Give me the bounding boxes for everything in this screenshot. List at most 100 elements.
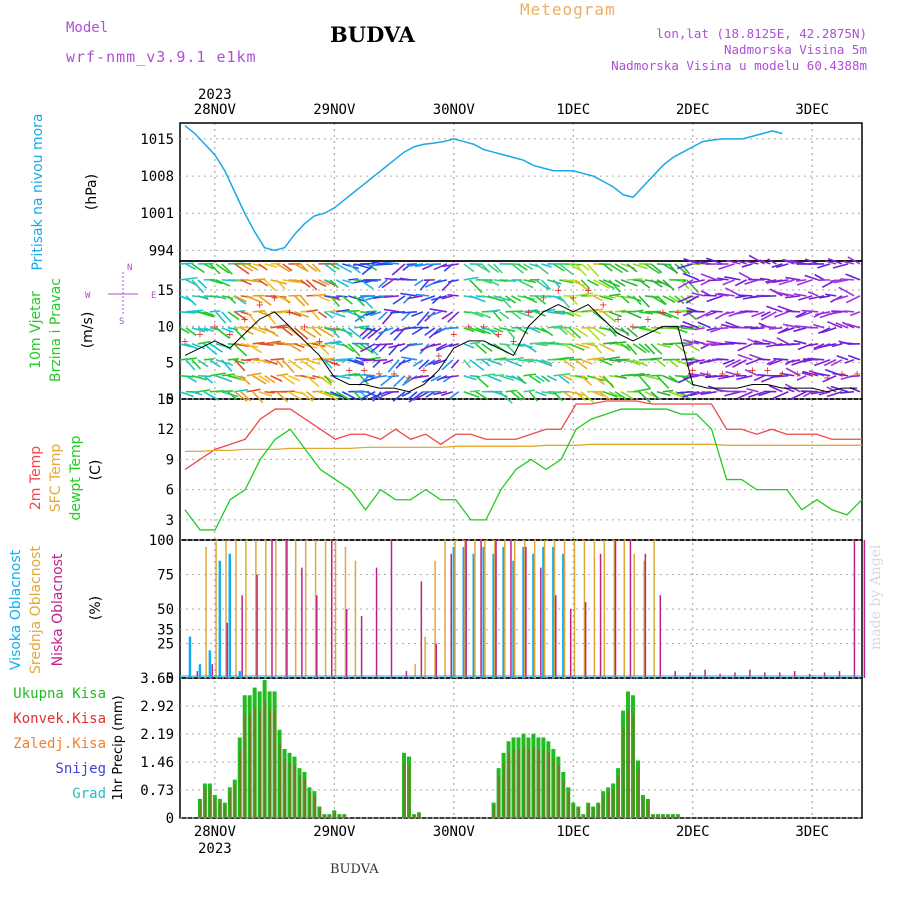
wind-barb: [681, 343, 693, 348]
wind-barb: [603, 295, 616, 299]
gust-marker: +: [226, 329, 234, 340]
wind-barb: [768, 327, 783, 330]
wind-barb: [197, 389, 211, 393]
wind-barb: [353, 343, 364, 350]
wind-barb: [511, 263, 524, 274]
wind-barb: [317, 375, 333, 386]
wind-barb: [724, 275, 741, 281]
wind-barb: [382, 359, 394, 365]
gust-marker: +: [718, 369, 726, 380]
wind-barb: [499, 391, 513, 404]
wind-barb: [358, 375, 370, 386]
wind-barb: [638, 295, 650, 308]
wind-barb: [738, 271, 753, 281]
wind-barb: [682, 320, 700, 329]
wind-barb: [817, 327, 831, 335]
wind-barb: [197, 359, 209, 368]
wind-barb: [209, 263, 221, 275]
wind-barb: [598, 295, 614, 301]
wind-barb: [725, 287, 741, 297]
precip-bar-convective: [647, 801, 650, 818]
wind-barb: [306, 326, 323, 329]
wind-barb: [234, 311, 247, 321]
wind-barb: [441, 311, 454, 320]
precip-bar-convective: [303, 778, 306, 818]
pressure-unit: (hPa): [84, 174, 100, 210]
wind-barb: [493, 327, 504, 333]
wind-barb: [761, 295, 777, 298]
wind-barb: [469, 374, 481, 378]
wind-barb: [475, 311, 492, 319]
wind-barb: [324, 343, 336, 350]
pressure-ylabel: Pritisak na nivou mora: [30, 113, 46, 270]
wind-barb: [592, 279, 610, 289]
wind-barb: [429, 263, 441, 266]
compass-e: E: [151, 291, 156, 301]
wind-barb: [656, 343, 671, 349]
wind-barb: [406, 263, 418, 266]
wind-barb: [191, 390, 203, 396]
wind-barb: [312, 279, 327, 287]
precip-bar-convective: [498, 775, 501, 818]
wind-barb: [682, 311, 694, 317]
wind-barb: [264, 263, 278, 269]
wind-barb: [568, 295, 578, 306]
wind-barb: [744, 368, 759, 377]
wind-barb: [750, 327, 765, 330]
wind-barb: [575, 343, 590, 349]
wind-barb: [258, 311, 272, 318]
wind-barb: [469, 341, 481, 345]
wind-barb: [801, 309, 819, 313]
wind-barb: [826, 320, 843, 329]
wind-barb: [790, 391, 807, 400]
wind-barb: [441, 359, 454, 371]
wind-barb: [716, 277, 729, 281]
precip-legend-2: Zaledj.Kisa: [13, 736, 106, 752]
precip-bar-convective: [343, 814, 346, 818]
y-tick-label: 2.92: [140, 699, 174, 715]
wind-barb: [685, 295, 700, 304]
wind-barb: [487, 359, 503, 366]
wind-barb: [463, 327, 475, 333]
wind-barb: [481, 359, 491, 367]
wind-barb: [552, 391, 564, 402]
wind-barb: [760, 311, 771, 318]
wind-barb: [409, 343, 424, 347]
wind-barb: [191, 263, 205, 274]
wind-barb: [773, 374, 789, 378]
model-label: Model: [66, 20, 109, 36]
wind-barb: [203, 375, 214, 384]
wind-barb: [499, 295, 512, 309]
temp-ylabel-2m: 2m Temp: [28, 446, 44, 510]
precip-bar-convective: [527, 749, 530, 818]
wind-barb: [380, 375, 394, 387]
wind-barb: [772, 279, 789, 284]
wind-barb: [306, 359, 321, 366]
precip-bar-convective: [508, 752, 511, 818]
wind-barb: [311, 327, 322, 337]
wind-barb: [614, 279, 626, 287]
wind-barb: [586, 279, 599, 287]
wind-barb: [626, 327, 639, 338]
wind-barb: [481, 373, 496, 377]
wind-barb: [383, 308, 400, 313]
wind-barb: [381, 279, 394, 289]
gust-marker: +: [509, 337, 517, 348]
wind-barb: [440, 374, 459, 379]
wind-barb: [782, 323, 801, 329]
wind-barb: [783, 258, 801, 265]
wind-barb: [714, 293, 729, 297]
wind-barb: [662, 389, 674, 393]
wind-barb: [252, 341, 265, 345]
wind-barb: [293, 295, 306, 307]
wind-barb: [354, 325, 370, 329]
wind-barb: [317, 343, 330, 356]
wind-barb: [632, 263, 648, 270]
wind-barb: [695, 390, 711, 395]
wind-barb: [700, 273, 717, 281]
precip-bar-convective: [587, 804, 590, 818]
wind-barb: [541, 263, 552, 268]
wind-barb: [535, 359, 553, 367]
wind-barb: [656, 295, 667, 305]
wind-barb: [736, 259, 747, 265]
